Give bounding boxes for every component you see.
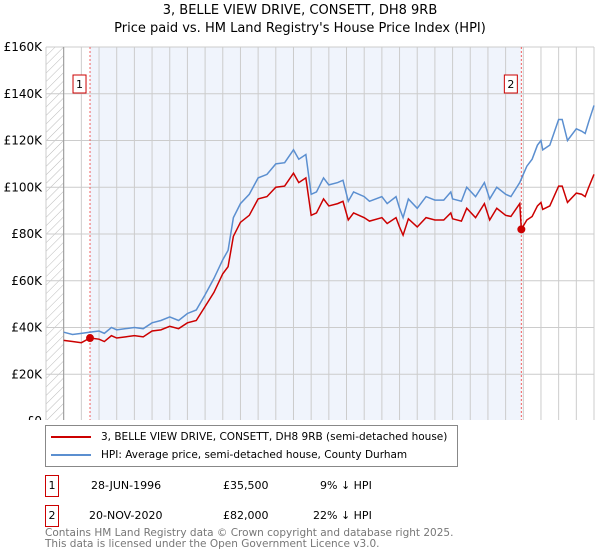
y-tick-label: £60K bbox=[11, 274, 43, 288]
series-line bbox=[63, 171, 595, 344]
sale-hpi: 9% ↓ HPI bbox=[320, 479, 372, 492]
legend-swatch-blue bbox=[51, 454, 91, 456]
y-tick-label: £100K bbox=[4, 180, 44, 194]
y-tick-label: £120K bbox=[4, 134, 44, 148]
sale-row: 1 28-JUN-1996 £35,500 9% ↓ HPI bbox=[45, 475, 445, 497]
sale-point bbox=[517, 225, 526, 234]
sale-badge: 2 bbox=[45, 505, 59, 527]
y-tick-label: £140K bbox=[4, 87, 44, 101]
y-tick-label: £80K bbox=[11, 227, 43, 241]
sale-label-box bbox=[72, 74, 87, 94]
sale-label: 2 bbox=[507, 78, 514, 91]
legend-swatch-red bbox=[51, 436, 91, 438]
y-tick-label: £160K bbox=[4, 40, 44, 54]
footer-line: Contains HM Land Registry data © Crown c… bbox=[45, 527, 454, 539]
y-tick-label: £0 bbox=[27, 414, 42, 420]
legend-item-hpi: HPI: Average price, semi-detached house,… bbox=[51, 447, 407, 463]
sale-badge: 1 bbox=[45, 475, 59, 497]
sale-row: 2 20-NOV-2020 £82,000 22% ↓ HPI bbox=[45, 505, 445, 527]
sale-hpi: 22% ↓ HPI bbox=[313, 509, 372, 522]
chart-plot: £0£20K£40K£60K£80K£100K£120K£140K£160K19… bbox=[4, 40, 595, 420]
sale-point bbox=[86, 334, 95, 343]
legend: 3, BELLE VIEW DRIVE, CONSETT, DH8 9RB (s… bbox=[45, 425, 458, 467]
sale-label-box bbox=[503, 74, 518, 94]
chart-title: 3, BELLE VIEW DRIVE, CONSETT, DH8 9RB bbox=[162, 3, 438, 18]
footer: Contains HM Land Registry data © Crown c… bbox=[45, 528, 453, 550]
legend-label: 3, BELLE VIEW DRIVE, CONSETT, DH8 9RB (s… bbox=[101, 431, 448, 443]
legend-label: HPI: Average price, semi-detached house,… bbox=[101, 449, 408, 461]
y-tick-label: £20K bbox=[11, 367, 43, 381]
chart-subtitle: Price paid vs. HM Land Registry's House … bbox=[114, 21, 486, 36]
series-line bbox=[63, 105, 595, 336]
footer-line: This data is licensed under the Open Gov… bbox=[45, 538, 380, 550]
y-tick-label: £40K bbox=[11, 321, 43, 335]
sale-date: 28-JUN-1996 bbox=[91, 479, 162, 492]
sale-label: 1 bbox=[76, 78, 83, 91]
legend-item-property: 3, BELLE VIEW DRIVE, CONSETT, DH8 9RB (s… bbox=[51, 429, 447, 445]
sale-date: 20-NOV-2020 bbox=[89, 509, 163, 522]
sale-price: £82,000 bbox=[223, 509, 269, 522]
sale-price: £35,500 bbox=[223, 479, 269, 492]
